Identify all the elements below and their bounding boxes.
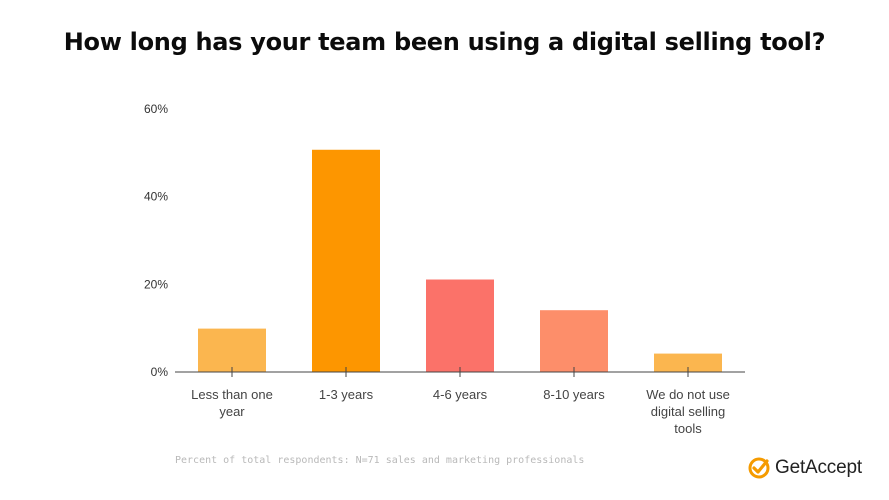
brand-name: GetAccept [775,457,862,478]
footnote: Percent of total respondents: N=71 sales… [175,455,585,466]
x-tick-label: Less than one year [191,387,273,419]
y-tick-label: 20% [144,277,168,291]
y-tick-label: 0% [151,365,169,379]
getaccept-logo: GetAccept [748,457,862,479]
y-tick-label: 40% [144,190,168,204]
bar [198,328,266,372]
x-tick-label: We do not use digital selling tools [646,387,730,436]
x-tick-label: 1-3 years [319,387,374,402]
chart-title: How long has your team been using a digi… [63,28,826,56]
bar [426,279,494,372]
x-tick-label: 4-6 years [433,387,488,402]
checkmark-badge-icon [748,457,770,479]
bar [312,149,380,372]
bar [654,353,722,372]
y-tick-label: 60% [144,102,168,116]
x-tick-label: 8-10 years [543,387,605,402]
bar [540,310,608,372]
bar-chart: 0% 20% 40% 60% Less than one year 1-3 years 4-6… [144,102,745,436]
